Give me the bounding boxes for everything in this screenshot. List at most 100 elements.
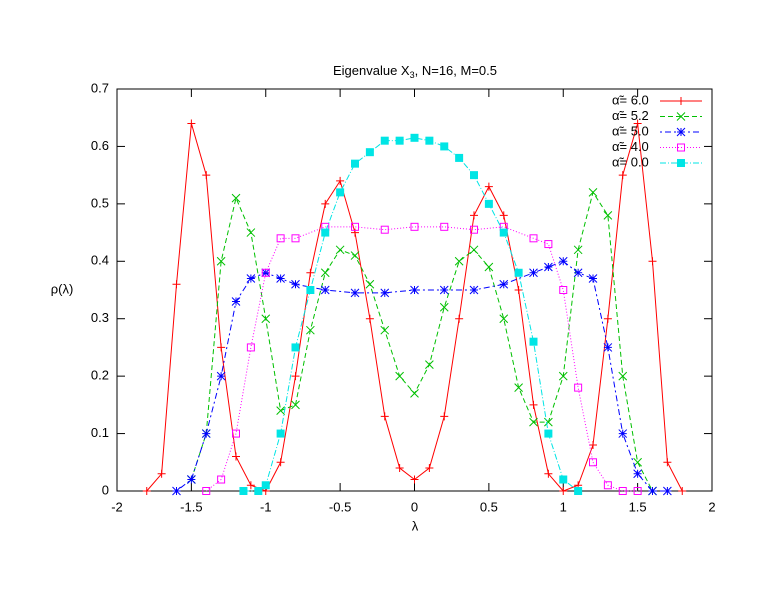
data-point <box>603 210 613 220</box>
data-point <box>231 193 241 203</box>
data-point <box>440 412 449 421</box>
data-point <box>514 383 523 392</box>
y-tick-label: 0.1 <box>91 425 109 440</box>
data-point <box>559 286 568 294</box>
data-point <box>380 325 390 335</box>
data-point <box>365 279 375 289</box>
x-tick-label: 1.5 <box>629 499 647 514</box>
data-point <box>216 256 226 266</box>
x-tick-label: 1 <box>560 499 567 514</box>
data-point <box>291 372 300 381</box>
data-point <box>410 133 419 142</box>
chart-title: Eigenvalue X3, N=16, M=0.5 <box>333 63 497 80</box>
data-point <box>559 475 568 484</box>
data-point <box>351 228 359 237</box>
data-point <box>202 171 211 180</box>
y-tick-label: 0.4 <box>91 253 109 268</box>
data-point <box>484 182 493 191</box>
legend-marker <box>676 127 686 137</box>
data-point <box>142 487 151 495</box>
data-point <box>573 245 583 255</box>
data-point <box>410 475 419 484</box>
data-point <box>439 302 449 312</box>
data-point <box>201 429 211 438</box>
data-point <box>276 429 285 438</box>
y-tick-label: 0.7 <box>91 80 109 95</box>
data-point <box>410 389 419 398</box>
legend-label: α̃= 5.2 <box>612 108 649 123</box>
data-point <box>172 486 181 496</box>
data-point <box>470 225 478 234</box>
data-point <box>574 383 583 392</box>
data-point <box>589 441 597 450</box>
data-point <box>380 225 389 234</box>
data-point <box>648 486 657 496</box>
data-point <box>410 222 419 231</box>
x-tick-label: 0 <box>411 499 418 514</box>
data-point <box>514 268 523 277</box>
title-suffix: , N=16, M=0.5 <box>415 63 497 78</box>
series-line <box>146 123 683 492</box>
data-point <box>663 458 672 467</box>
data-point <box>559 487 568 495</box>
data-point <box>254 487 263 495</box>
data-point <box>172 280 181 289</box>
data-point <box>321 199 330 208</box>
data-point <box>588 274 598 283</box>
y-tick-label: 0.5 <box>91 195 109 210</box>
data-point <box>246 274 256 283</box>
series-line <box>176 260 668 492</box>
data-point <box>395 136 404 145</box>
title-subscript: 3 <box>410 70 415 80</box>
data-point <box>633 469 642 479</box>
data-point <box>469 245 479 255</box>
data-point <box>202 487 211 495</box>
data-point <box>276 234 285 243</box>
data-point <box>239 487 248 495</box>
data-point <box>395 464 404 473</box>
data-point <box>499 228 508 237</box>
data-point <box>306 286 315 294</box>
legend-marker <box>677 143 685 152</box>
data-point <box>246 481 255 490</box>
data-point <box>588 188 598 197</box>
data-point <box>425 360 434 370</box>
data-point <box>291 279 300 289</box>
data-point <box>380 288 390 298</box>
data-point <box>618 429 628 438</box>
y-tick-label: 0.3 <box>91 310 109 325</box>
legend-label: α̃= 6.0 <box>612 92 649 107</box>
data-point <box>291 234 300 243</box>
data-point <box>529 234 538 243</box>
legend-label: α̃= 0.0 <box>612 154 649 169</box>
data-point <box>633 119 642 128</box>
legend-label: α̃= 5.0 <box>612 123 649 138</box>
data-point <box>648 257 657 266</box>
data-point <box>216 371 226 381</box>
data-point <box>306 268 315 277</box>
data-point <box>380 136 389 145</box>
data-point <box>618 371 628 381</box>
data-point <box>232 452 240 461</box>
data-point <box>574 487 583 495</box>
data-point <box>558 371 568 381</box>
data-point <box>261 268 271 278</box>
data-point <box>499 314 509 324</box>
data-point <box>633 487 642 495</box>
legend-marker <box>677 159 685 167</box>
data-point <box>544 262 553 272</box>
data-point <box>217 343 226 352</box>
data-point <box>529 417 538 427</box>
series-line <box>205 226 638 492</box>
data-point <box>499 211 508 220</box>
data-point <box>350 288 360 298</box>
data-point <box>425 136 434 145</box>
legend-label: α̃= 4.0 <box>612 139 649 154</box>
y-tick-label: 0 <box>102 482 109 497</box>
data-point <box>320 285 330 295</box>
data-point <box>618 487 627 495</box>
x-tick-label: -1.5 <box>180 499 202 514</box>
data-point <box>603 481 612 490</box>
data-point <box>529 268 538 278</box>
